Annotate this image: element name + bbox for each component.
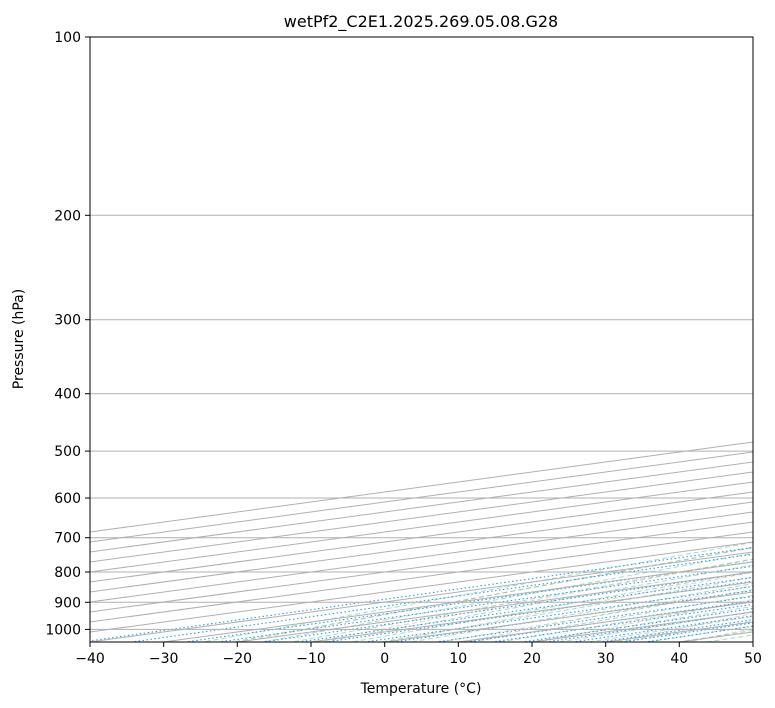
isotherm-line <box>90 511 753 603</box>
chart-title: wetPf2_C2E1.2025.269.05.08.G28 <box>284 12 558 32</box>
isotherm-line <box>90 551 753 642</box>
x-tick-label: 10 <box>449 651 467 667</box>
isotherm-line <box>90 471 753 563</box>
skewed-isotherms <box>90 441 753 642</box>
x-tick-label: 20 <box>523 651 541 667</box>
y-tick-label: 500 <box>54 444 81 460</box>
y-tick-label: 600 <box>54 491 81 507</box>
isotherm-line <box>748 641 753 642</box>
moist-adiabat-line <box>437 589 753 642</box>
moist-adiabat-line <box>407 583 753 642</box>
moist-adiabat-line <box>526 605 753 642</box>
y-tick-label: 400 <box>54 387 81 403</box>
plot-frame <box>89 36 754 643</box>
isotherm-line <box>90 531 753 623</box>
isotherm-line <box>90 501 753 593</box>
isotherm-line <box>90 461 753 553</box>
dry-adiabat-line <box>536 598 753 642</box>
isotherm-line <box>90 451 753 543</box>
dry-adiabats <box>237 37 775 644</box>
y-axis-ticks: 100 200 300 400 500 600 700 800 900 1000 <box>45 30 90 638</box>
isotherm-line <box>90 521 753 613</box>
x-tick-label: 50 <box>744 651 762 667</box>
x-tick-label: −20 <box>223 651 253 667</box>
x-tick-label: 40 <box>670 651 688 667</box>
y-tick-label: 800 <box>54 565 81 581</box>
isotherm-line <box>233 571 753 642</box>
x-axis-ticks: −40 −30 −20 −10 0 10 20 30 40 50 <box>75 642 762 667</box>
dry-adiabat-line <box>461 585 753 642</box>
moist-adiabat-line <box>496 600 753 642</box>
dry-adiabat-line <box>237 546 753 642</box>
y-tick-label: 300 <box>54 313 81 329</box>
moist-adiabats <box>200 541 753 642</box>
mixing-ratio-line <box>361 585 753 642</box>
isotherm-line <box>90 481 753 573</box>
dry-adiabat-line <box>685 628 753 642</box>
pressure-gridlines <box>90 37 753 630</box>
plot-area <box>90 37 775 644</box>
mixing-ratio-line <box>215 565 753 642</box>
profile-series <box>770 37 775 576</box>
x-tick-label: 0 <box>380 651 389 667</box>
dry-adiabat-line <box>610 613 753 642</box>
y-tick-label: 200 <box>54 208 81 224</box>
dry-adiabat-line <box>386 571 753 642</box>
x-tick-label: 30 <box>597 651 615 667</box>
moist-adiabat-line <box>377 576 753 642</box>
x-axis-label: Temperature (°C) <box>360 681 482 697</box>
mixing-ratio-line <box>488 603 753 642</box>
mixing-ratio-line <box>90 546 753 642</box>
dewpoint-line <box>770 37 775 576</box>
moist-adiabat-line <box>200 541 753 642</box>
moist-adiabat-line <box>259 552 753 642</box>
x-tick-label: −10 <box>296 651 326 667</box>
isotherm-line <box>380 591 753 642</box>
y-axis-label: Pressure (hPa) <box>11 289 27 389</box>
moist-adiabat-line <box>289 558 753 642</box>
y-tick-label: 700 <box>54 531 81 547</box>
isotherm-line <box>527 611 753 642</box>
isotherm-line <box>90 491 753 583</box>
y-tick-label: 1000 <box>45 622 81 638</box>
mixing-ratio-line <box>432 596 753 642</box>
y-tick-label: 900 <box>54 595 81 611</box>
moist-adiabat-line <box>703 634 753 642</box>
x-tick-label: −40 <box>75 651 105 667</box>
y-tick-label: 100 <box>54 30 81 46</box>
isotherm-line <box>675 631 753 642</box>
moist-adiabat-line <box>644 625 753 642</box>
x-tick-label: −30 <box>149 651 179 667</box>
moist-adiabat-line <box>318 564 753 642</box>
mixing-ratio-line <box>258 571 753 642</box>
mixing-ratio-line <box>128 553 753 642</box>
dry-adiabat-line <box>751 37 775 644</box>
